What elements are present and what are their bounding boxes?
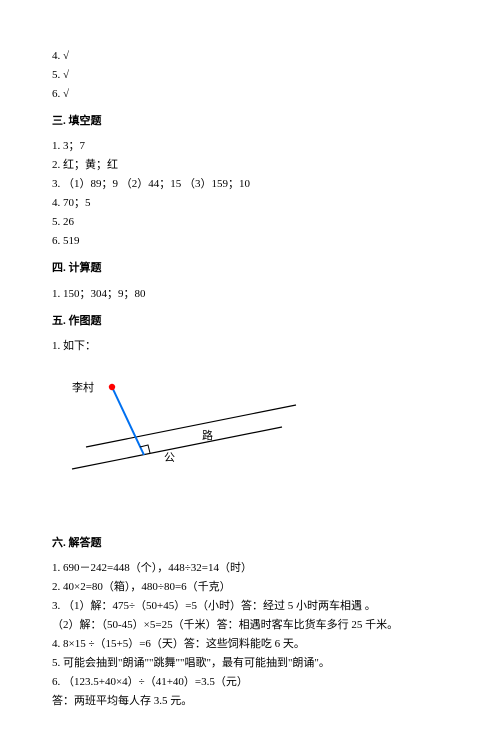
answer-items: 1. 690－242=448（个），448÷32=14（时） 2. 40×2=8… (52, 560, 448, 710)
section-title-fill: 三. 填空题 (52, 113, 448, 130)
section-title-answer: 六. 解答题 (52, 535, 448, 552)
check-line: 6. √ (52, 86, 448, 103)
answer-item: 6. （123.5+40×4）÷（41+40）=3.5（元） (52, 674, 448, 691)
fill-item: 4. 70；5 (52, 195, 448, 212)
draw-lead: 1. 如下： (52, 338, 448, 355)
answer-item: 1. 690－242=448（个），448÷32=14（时） (52, 560, 448, 577)
calc-item: 1. 150；304；9；80 (52, 286, 448, 303)
top-check-lines: 4. √ 5. √ 6. √ (52, 48, 448, 103)
fill-item: 2. 红；黄；红 (52, 157, 448, 174)
perpendicular-line (112, 387, 144, 455)
answer-item: 答：两班平均每人存 3.5 元。 (52, 693, 448, 710)
fill-items: 1. 3；7 2. 红；黄；红 3. （1）89；9 （2）44；15 （3）1… (52, 138, 448, 250)
licun-dot (109, 383, 115, 389)
check-line: 5. √ (52, 67, 448, 84)
label-licun: 李村 (72, 380, 94, 394)
road-line-lower (72, 427, 282, 469)
check-line: 4. √ (52, 48, 448, 65)
fill-item: 1. 3；7 (52, 138, 448, 155)
answer-item: （2）解：（50-45）×5=25（千米）答：相遇时客车比货车多行 25 千米。 (52, 617, 448, 634)
section-title-draw: 五. 作图题 (52, 313, 448, 330)
fill-item: 3. （1）89；9 （2）44；15 （3）159；10 (52, 176, 448, 193)
road-line-upper (86, 405, 296, 447)
calc-items: 1. 150；304；9；80 (52, 286, 448, 303)
document-page: 4. √ 5. √ 6. √ 三. 填空题 1. 3；7 2. 红；黄；红 3.… (0, 0, 500, 752)
fill-item: 5. 26 (52, 214, 448, 231)
answer-item: 3. （1）解：475÷（50+45）=5（小时）答：经过 5 小时两车相遇 。 (52, 598, 448, 615)
road-svg: 李村 公 路 (52, 377, 312, 497)
answer-item: 4. 8×15 ÷（15+5）=6（天）答：这些饲料能吃 6 天。 (52, 636, 448, 653)
fill-item: 6. 519 (52, 233, 448, 250)
answer-item: 5. 可能会抽到"朗诵""跳舞""唱歌"，最有可能抽到"朗诵"。 (52, 655, 448, 672)
section-title-calc: 四. 计算题 (52, 260, 448, 277)
answer-item: 2. 40×2=80（箱），480÷80=6（千克） (52, 579, 448, 596)
label-gong: 公 (164, 452, 175, 464)
label-lu: 路 (202, 429, 213, 442)
road-figure: 李村 公 路 (52, 377, 312, 497)
